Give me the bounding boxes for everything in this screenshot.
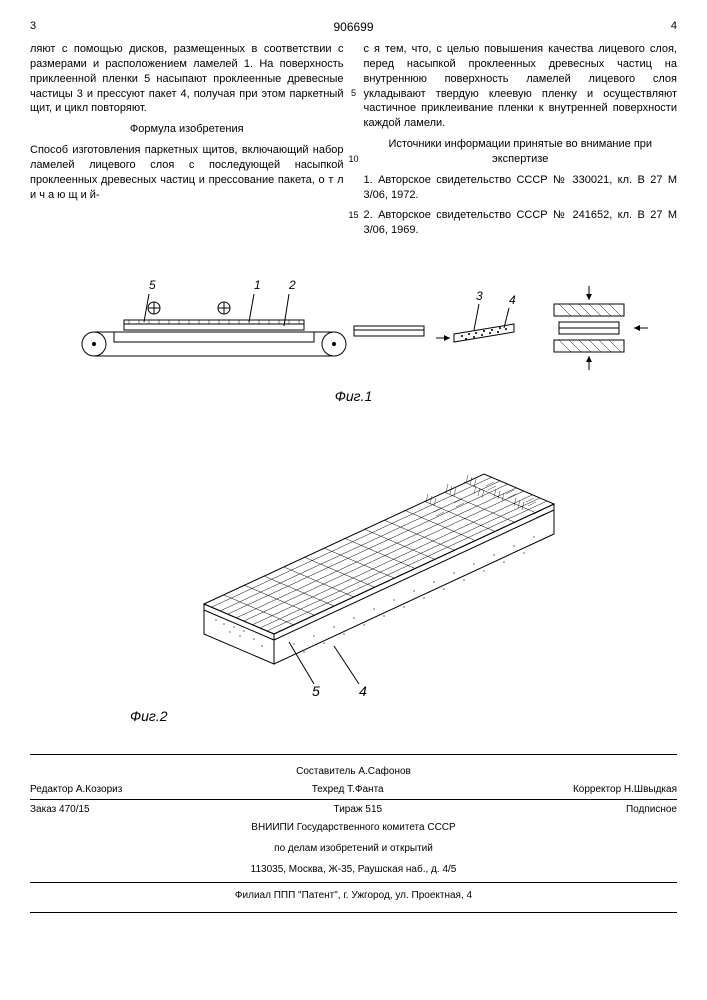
address1: 113035, Москва, Ж-35, Раушская наб., д. …	[30, 859, 677, 880]
order-row: Заказ 470/15 Тираж 515 Подписное	[30, 802, 677, 817]
body-columns: 5 10 15 ляют с помощью дисков, размещенн…	[30, 42, 677, 244]
figure-2-svg: 5 4	[134, 424, 574, 704]
address2: Филиал ППП "Патент", г. Ужгород, ул. Про…	[30, 885, 677, 906]
line-num-15: 15	[348, 210, 358, 220]
podpisnoe: Подписное	[626, 804, 677, 815]
callout-3: 3	[476, 289, 483, 303]
fig2-label: Фиг.2	[130, 708, 677, 724]
formula-title: Формула изобретения	[30, 122, 344, 137]
right-continuation: с я тем, что, с целью повышения качества…	[364, 42, 678, 131]
source-2: 2. Авторское свидетельство СССР № 241652…	[364, 208, 678, 238]
callout-4: 4	[509, 293, 516, 307]
org1: ВНИИПИ Государственного комитета СССР	[30, 817, 677, 838]
formula-body: Способ изготовления паркетных щитов, вкл…	[30, 143, 344, 202]
editor: Редактор А.Козориз	[30, 784, 122, 795]
figure-1-container: 5 1 2 3 4	[30, 264, 677, 404]
left-column: ляют с помощью дисков, размещенных в соо…	[30, 42, 344, 244]
fig1-label: Фиг.1	[30, 388, 677, 404]
callout-2: 2	[288, 278, 296, 292]
sources-title: Источники информации принятые во внимани…	[364, 137, 678, 167]
techred: Техред Т.Фанта	[312, 784, 384, 795]
org2: по делам изобретений и открытий	[30, 838, 677, 859]
callout-5: 5	[149, 278, 156, 292]
callout-4b: 4	[359, 683, 367, 699]
divider-2	[30, 882, 677, 883]
source-1: 1. Авторское свидетельство СССР № 330021…	[364, 173, 678, 203]
tirazh: Тираж 515	[334, 804, 383, 815]
compiler-line: Составитель А.Сафонов	[30, 761, 677, 782]
line-num-5: 5	[351, 88, 356, 98]
figure-1-svg: 5 1 2 3 4	[54, 264, 654, 384]
right-page-num: 4	[671, 20, 677, 34]
footer-block: Составитель А.Сафонов Редактор А.Козориз…	[30, 754, 677, 913]
callout-1: 1	[254, 278, 261, 292]
editor-row: Редактор А.Козориз Техред Т.Фанта Коррек…	[30, 782, 677, 797]
divider-1	[30, 799, 677, 800]
left-continuation: ляют с помощью дисков, размещенных в соо…	[30, 42, 344, 116]
corrector: Корректор Н.Швыдкая	[573, 784, 677, 795]
right-column: с я тем, что, с целью повышения качества…	[364, 42, 678, 244]
line-num-10: 10	[348, 154, 358, 164]
order: Заказ 470/15	[30, 804, 90, 815]
doc-number: 906699	[36, 20, 671, 34]
page-header: 3 906699 4	[30, 20, 677, 34]
callout-5b: 5	[312, 683, 320, 699]
figure-2-container: 5 4 Фиг.2	[30, 424, 677, 724]
